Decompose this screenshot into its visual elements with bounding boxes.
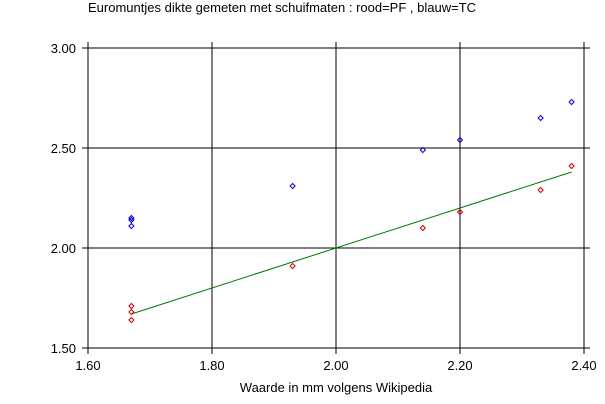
data-point-red [537,186,544,194]
x-tick-label: 1.60 [75,358,100,373]
y-tick-label: 3.00 [51,41,76,56]
data-point-blue [128,214,135,222]
data-point-red [289,262,296,270]
chart-title: Euromuntjes dikte gemeten met schuifmate… [88,0,476,15]
y-tick-label: 2.00 [51,241,76,256]
y-tick-label: 2.50 [51,141,76,156]
x-tick-label: 2.40 [571,358,596,373]
y-tick-labels: 1.50 2.00 2.50 3.00 [51,41,76,356]
x-axis-label: Waarde in mm volgens Wikipedia [240,380,433,395]
x-tick-labels: 1.60 1.80 2.00 2.20 2.40 [75,358,596,373]
data-point-blue [537,114,544,122]
data-point-blue [128,216,135,224]
data-point-blue [128,222,135,230]
y-tick-label: 1.50 [51,341,76,356]
data-point-red [128,308,135,316]
grid [88,48,584,348]
axis-ticks [82,42,590,354]
x-tick-label: 1.80 [199,358,224,373]
x-tick-label: 2.20 [447,358,472,373]
fit-lines [131,171,572,315]
data-point-blue [419,146,427,154]
data-point-blue [568,98,575,106]
data-point-red [568,162,575,170]
data-point-red [128,302,135,310]
data-point-blue [456,136,464,144]
data-point-red [456,208,464,216]
data-points [128,98,575,324]
fit-line [131,171,572,315]
data-point-blue [289,182,296,190]
data-point-red [419,224,427,232]
data-point-red [128,316,135,324]
x-tick-label: 2.00 [323,358,348,373]
